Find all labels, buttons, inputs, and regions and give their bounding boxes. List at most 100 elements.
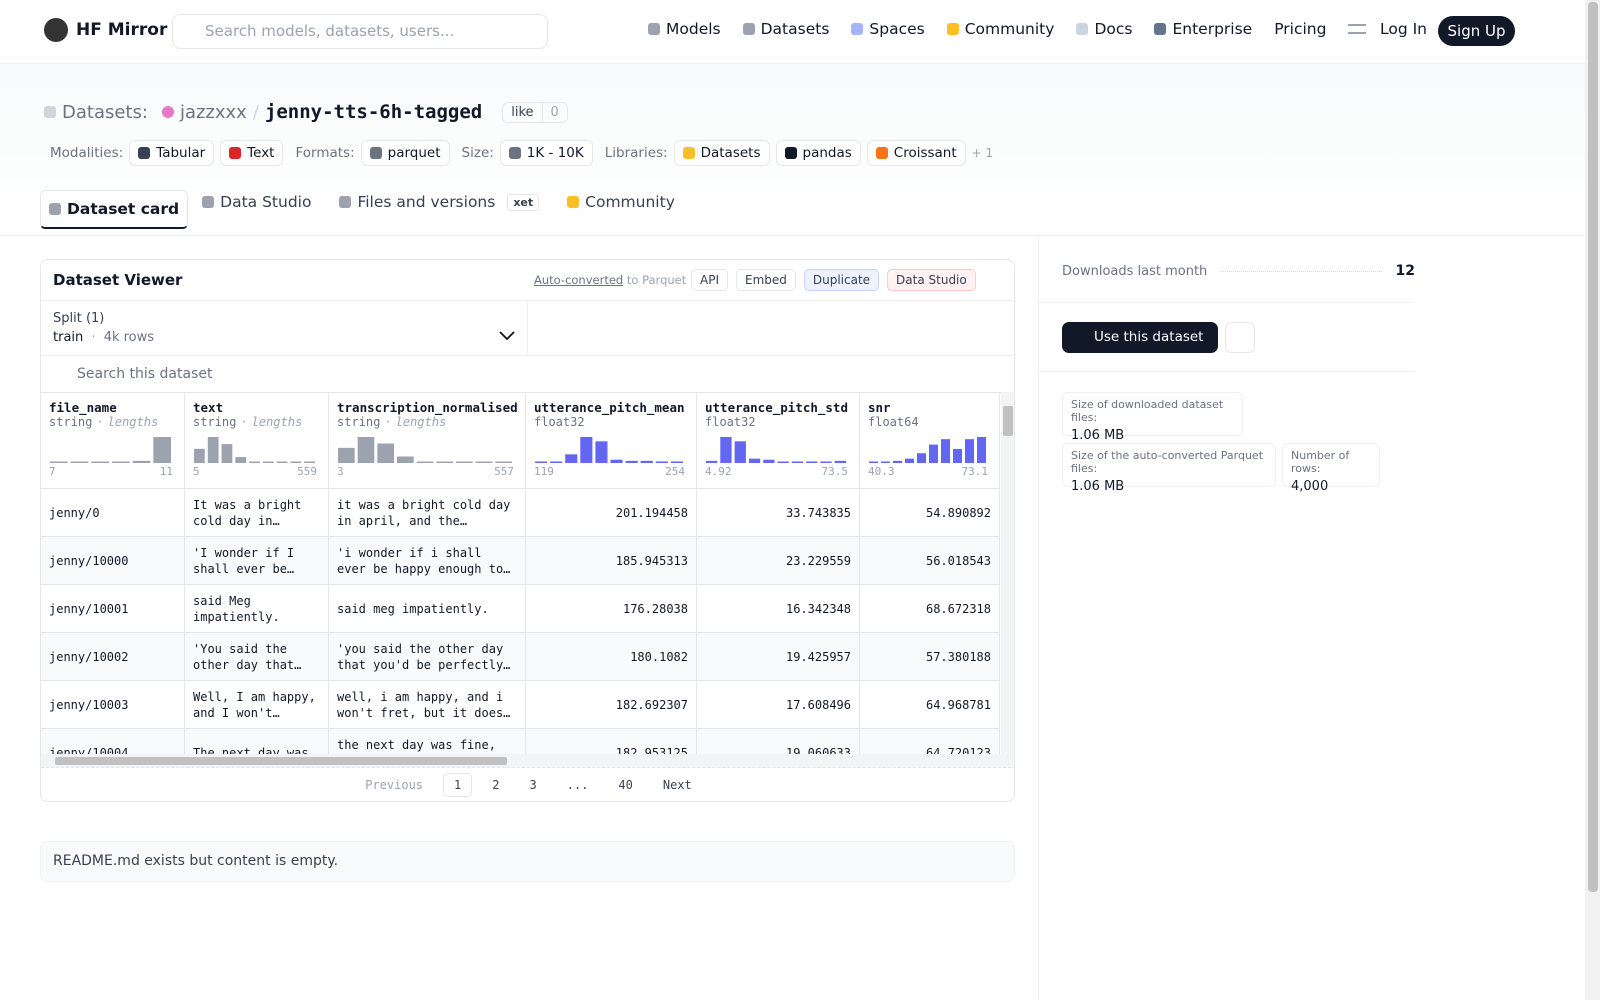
tab-label[interactable]: Community [585,193,675,211]
table-cell[interactable]: jenny/10003 [41,681,184,729]
histogram-bar[interactable] [706,460,718,463]
column-header[interactable]: snr float64 40.3 73.1 [860,393,999,489]
use-dataset-button[interactable]: Use this dataset [1062,322,1218,353]
table-cell[interactable]: 23.229559 [697,537,859,585]
histogram-bar[interactable] [304,461,315,464]
column-name[interactable]: transcription_normalised [337,400,518,415]
table-cell[interactable]: the next day was fine, and [329,729,525,754]
histogram-bar[interactable] [132,460,151,463]
histogram-bar[interactable] [917,453,926,463]
histogram-bar[interactable] [290,461,302,464]
viewer-action[interactable]: Data Studio [887,269,976,291]
histogram[interactable] [337,435,514,463]
nav-link-text[interactable]: Docs [1094,20,1133,38]
tag[interactable]: Datasets [673,140,770,166]
nav-link[interactable]: Community [946,20,1054,38]
column-header[interactable]: utterance_pitch_mean float32 119 254 [526,393,696,489]
tag-text[interactable]: Datasets [700,145,761,161]
histogram-bar[interactable] [377,443,394,464]
viewer-search[interactable]: Search this dataset [77,366,213,382]
column-name[interactable]: utterance_pitch_std [705,400,848,415]
table-cell[interactable]: 'You said the other day that… [185,633,328,681]
tag[interactable]: parquet [360,140,450,166]
histogram-bar[interactable] [262,461,274,464]
page-number[interactable]: 40 [618,778,633,792]
histogram-bar[interactable] [953,448,962,463]
nav-link[interactable]: Enterprise [1154,20,1252,38]
table-cell[interactable]: jenny/10001 [41,585,184,633]
tag[interactable]: 1K - 10K [499,140,593,166]
table-cell[interactable]: 19.425957 [697,633,859,681]
histogram-bar[interactable] [640,460,653,463]
column-header[interactable]: text string · lengths 5 559 [185,393,328,489]
tag-text[interactable]: Croissant [893,145,957,161]
histogram-bar[interactable] [249,461,260,464]
table-cell[interactable]: jenny/10004 [41,729,184,754]
tab[interactable]: Files and versions xet [325,190,553,229]
histogram-bar[interactable] [153,437,171,463]
tag[interactable]: Text [220,140,284,166]
table-cell[interactable]: 182.953125 [526,729,696,754]
histogram-bar[interactable] [834,460,846,463]
histogram-bar[interactable] [720,437,732,463]
table-cell[interactable]: 182.692307 [526,681,696,729]
table-cell[interactable]: Well, I am happy, and I won't fret,… [185,681,328,729]
histogram-bar[interactable] [357,437,375,463]
table-cell[interactable]: 54.890892 [860,489,999,537]
table-cell[interactable]: 185.945313 [526,537,696,585]
histogram-bar[interactable] [670,461,683,464]
tag-text[interactable]: Tabular [156,145,206,161]
more-tags[interactable]: + 1 [971,146,994,160]
page-number[interactable]: 3 [529,778,537,792]
histogram-bar[interactable] [91,461,109,464]
nav-link[interactable]: Spaces [851,20,925,38]
table-cell[interactable]: jenny/10002 [41,633,184,681]
histogram[interactable] [705,435,848,463]
histogram-bar[interactable] [565,454,578,463]
brand[interactable]: HF Mirror [44,18,167,42]
tab[interactable]: Community [553,190,689,229]
nav-link-text[interactable]: Pricing [1274,20,1327,38]
histogram-bar[interactable] [112,461,130,464]
column-header[interactable]: utterance_pitch_std float32 4.92 73.5 [697,393,859,489]
chevron[interactable] [499,331,515,341]
table-cell[interactable]: 33.743835 [697,489,859,537]
table-cell[interactable]: well, i am happy, and i won't fret, but … [329,681,525,729]
table-cell[interactable]: jenny/0 [41,489,184,537]
page-prev[interactable]: Previous [365,778,424,792]
table-cell[interactable]: said Meg impatiently. [185,585,328,633]
table-cell[interactable]: 64.720123 [860,729,999,754]
histogram[interactable] [49,435,173,463]
histogram-bar[interactable] [475,461,493,464]
histogram-bar[interactable] [777,461,789,464]
table-cell[interactable]: 180.1082 [526,633,696,681]
signup[interactable]: Sign Up [1438,16,1515,46]
histogram-bar[interactable] [276,461,288,464]
tag[interactable]: pandas [775,140,861,166]
histogram-bar[interactable] [495,461,512,464]
page-number[interactable]: 2 [492,778,500,792]
histogram[interactable] [868,435,988,463]
histogram-bar[interactable] [580,437,593,463]
histogram-bar[interactable] [748,458,761,463]
nav-link-text[interactable]: Spaces [869,20,925,38]
page-scroll-thumb[interactable] [1588,2,1598,892]
tag-text[interactable]: parquet [387,145,441,161]
split-name[interactable]: train [53,330,84,345]
table-cell[interactable]: 56.018543 [860,537,999,585]
histogram-bar[interactable] [881,461,890,464]
vertical-scrollbar[interactable] [1001,392,1014,754]
histogram-bar[interactable] [655,461,668,464]
histogram-bar[interactable] [50,461,68,464]
histogram-bar[interactable] [416,461,434,464]
viewer-action[interactable]: Embed [735,269,796,291]
histogram-bar[interactable] [763,459,775,463]
page-number[interactable]: ... [566,778,589,792]
histogram-bar[interactable] [610,459,623,463]
column-header[interactable]: transcription_normalised string · lengths 3 5… [329,393,525,489]
nav-link[interactable]: Pricing [1274,20,1326,38]
histogram-bar[interactable] [869,461,878,464]
histogram-bar[interactable] [535,461,548,464]
histogram-bar[interactable] [977,437,986,463]
table-cell[interactable]: The next day was [185,729,328,754]
